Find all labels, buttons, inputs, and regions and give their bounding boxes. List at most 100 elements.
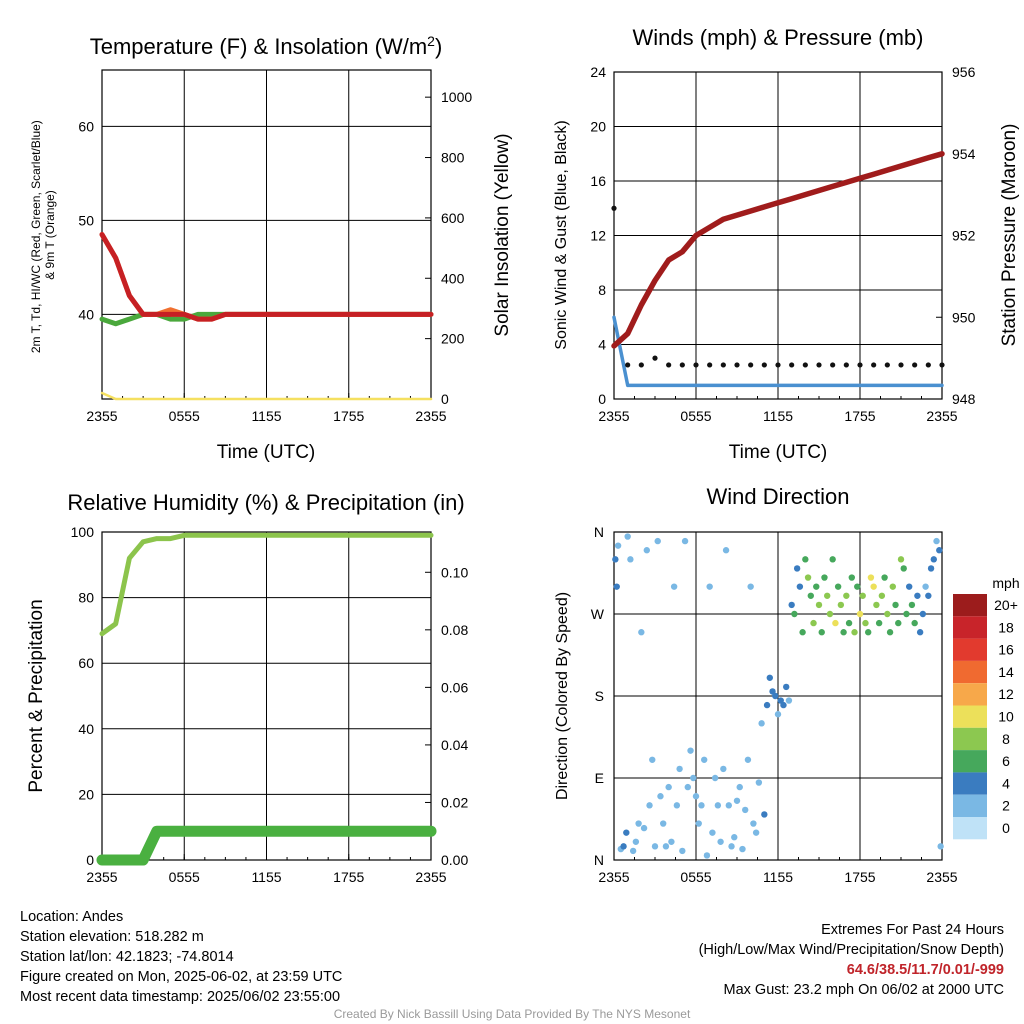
extremes-info: Extremes For Past 24 Hours (High/Low/Max… xyxy=(699,920,1004,1000)
direction-point xyxy=(807,592,814,599)
direction-point xyxy=(651,843,659,850)
y2-tick-label: 0.00 xyxy=(441,852,468,868)
direction-tick-label: N xyxy=(594,852,604,868)
y2-tick-label: 954 xyxy=(952,146,976,162)
direction-point xyxy=(722,547,730,554)
direction-point xyxy=(856,610,864,618)
plot-frame xyxy=(101,531,432,861)
direction-point xyxy=(854,583,861,590)
pressure-line xyxy=(611,151,945,349)
direction-point xyxy=(884,610,891,618)
gust-point xyxy=(748,362,754,368)
y2-tick-label: 0 xyxy=(441,391,449,407)
x-tick-label: 0555 xyxy=(169,408,200,424)
direction-point xyxy=(799,629,806,636)
direction-point xyxy=(845,619,853,627)
direction-point xyxy=(701,756,708,763)
legend-swatch xyxy=(953,616,987,639)
direction-point xyxy=(837,601,845,609)
direction-point xyxy=(711,774,719,782)
insolation-y-label: Solar Insolation (Yellow) xyxy=(492,133,513,336)
y-tick-label: 40 xyxy=(78,721,94,737)
extremes-values: 64.6/38.5/11.7/0.01/-999 xyxy=(846,962,1004,978)
y2-tick-label: 800 xyxy=(441,150,465,166)
direction-point xyxy=(755,779,763,786)
direction-point xyxy=(750,820,757,827)
legend-swatch xyxy=(953,594,987,617)
direction-point xyxy=(936,547,943,554)
direction-point xyxy=(886,629,894,636)
y-tick-label: 100 xyxy=(71,524,95,540)
direction-point xyxy=(640,824,648,832)
direction-point xyxy=(843,592,850,599)
direction-point xyxy=(780,701,787,709)
y-tick-label: 0 xyxy=(86,852,94,868)
x-tick-label: 1755 xyxy=(844,869,875,885)
humidity-y-label: Percent & Precipitation xyxy=(26,599,47,792)
temperature-y-label: 2m T, Td, HI/WC (Red, Green, Scarlet/Blu… xyxy=(29,117,57,353)
direction-point xyxy=(624,533,631,540)
temperature-panel: Temperature (F) & Insolation (W/m2) Time… xyxy=(29,33,513,463)
gust-point xyxy=(802,362,808,368)
y-tick-label: 0 xyxy=(598,391,606,407)
direction-point xyxy=(785,697,793,704)
direction-point xyxy=(892,601,899,609)
y2-tick-label: 0.08 xyxy=(441,622,468,638)
direction-tick-label: E xyxy=(595,770,604,786)
legend-swatch xyxy=(953,660,987,684)
legend-swatch xyxy=(953,683,987,706)
direction-point xyxy=(627,556,634,563)
direction-point xyxy=(670,583,678,590)
humidity-panel: Relative Humidity (%) & Precipitation (i… xyxy=(26,490,465,793)
legend-label: 6 xyxy=(1002,753,1010,769)
gust-point xyxy=(816,362,822,368)
x-tick-label: 1755 xyxy=(333,869,364,885)
direction-point xyxy=(698,802,705,809)
direction-point xyxy=(930,556,937,563)
direction-point xyxy=(810,619,817,627)
gust-point xyxy=(666,362,672,368)
direction-point xyxy=(813,583,820,590)
x-tick-label: 2355 xyxy=(926,408,957,424)
direction-point xyxy=(870,583,877,590)
x-tick-label: 2355 xyxy=(415,869,446,885)
direction-point xyxy=(766,674,773,681)
y2-tick-label: 1000 xyxy=(441,89,472,105)
direction-point xyxy=(742,806,749,814)
recent-timestamp: Most recent data timestamp: 2025/06/02 2… xyxy=(20,989,341,1005)
y2-tick-label: 0.02 xyxy=(441,794,468,810)
humidity-line xyxy=(99,532,434,637)
direction-point xyxy=(824,592,831,599)
wind-title: Winds (mph) & Pressure (mb) xyxy=(633,25,924,50)
direction-point xyxy=(804,574,812,581)
y-tick-label: 20 xyxy=(78,786,94,802)
insolation-line xyxy=(100,391,433,401)
legend-swatch xyxy=(953,705,987,728)
wind-direction-y-label: Direction (Colored By Speed) xyxy=(554,592,571,800)
extremes-heading: Extremes For Past 24 Hours xyxy=(821,922,1004,938)
direction-point xyxy=(649,756,656,763)
wind-plot-area: 2355 0555 1155 1755 235504812162024948950952… xyxy=(590,64,975,424)
direction-point xyxy=(834,583,842,590)
direction-point xyxy=(840,629,847,636)
y-tick-label: 80 xyxy=(78,590,94,606)
y2-tick-label: 0.06 xyxy=(441,679,468,695)
x-tick-label: 1755 xyxy=(333,408,364,424)
gust-point xyxy=(898,362,904,368)
x-tick-label: 2355 xyxy=(415,408,446,424)
direction-point xyxy=(613,583,620,590)
wind-y-label: Sonic Wind & Gust (Blue, Black) xyxy=(553,120,570,349)
direction-point xyxy=(673,802,681,809)
sonic-wind-line xyxy=(612,315,944,388)
gust-point xyxy=(789,362,795,368)
gust-point xyxy=(638,362,644,368)
gust-point xyxy=(652,355,658,361)
gust-point xyxy=(734,362,740,368)
direction-point xyxy=(654,537,661,545)
y2-tick-label: 0.04 xyxy=(441,737,468,753)
direction-point xyxy=(829,556,836,563)
x-tick-label: 1755 xyxy=(844,408,875,424)
gust-point xyxy=(611,205,617,211)
direction-point xyxy=(906,583,913,590)
x-tick-label: 2355 xyxy=(598,408,629,424)
